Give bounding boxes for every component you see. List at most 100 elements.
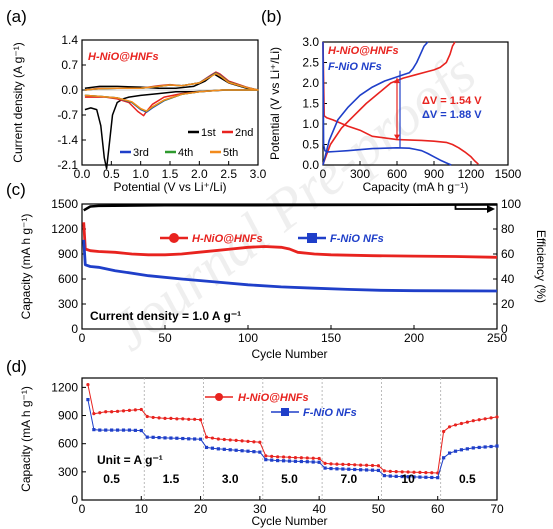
data-point-F-NiO-NFs [246, 449, 250, 453]
data-point-H-NiO@HNFs [193, 417, 197, 421]
y-axis-label-right-c: Efficiency (%) [534, 230, 548, 303]
y-tick-label-c: 1500 [51, 197, 78, 211]
x-axis-label-b: Capacity (mA h g⁻¹) [363, 180, 469, 194]
x-tick-label-c: 100 [238, 331, 258, 345]
legend-marker-F-NiO-NFs-d [281, 408, 289, 416]
y-tick-label-c: 600 [58, 272, 78, 286]
x-tick-label-d: 70 [490, 502, 504, 516]
annotation-b-h-nio: H-NiO@HNFs [328, 45, 399, 57]
annotation-a: H-NiO@HNFs [88, 51, 159, 63]
data-point-H-NiO@HNFs [115, 409, 120, 413]
series-line-5th [84, 72, 259, 112]
y-tick-label-a: -0.7 [57, 108, 78, 122]
data-point-F-NiO-NFs [163, 436, 167, 440]
x-axis-label-d: Cycle Number [251, 514, 327, 528]
legend-label-2nd: 2nd [235, 127, 253, 139]
y-tick-label-a: 0.0 [61, 83, 78, 97]
data-point-F-NiO-NFs [193, 437, 197, 441]
data-point-F-NiO-NFs [104, 428, 108, 432]
data-point-H-NiO@HNFs [169, 416, 173, 420]
data-point-F-NiO-NFs [370, 468, 375, 472]
legend-label-1st: 1st [201, 127, 216, 139]
x-tick-label-a: 0.5 [103, 167, 120, 181]
data-point-H-NiO@HNFs [424, 470, 428, 475]
data-point-H-NiO@HNFs [246, 439, 250, 443]
data-point-F-NiO-NFs [240, 449, 244, 453]
data-point-F-NiO-NFs [459, 448, 464, 452]
legend-label-H-NiO@HNFs-d: H-NiO@HNFs [238, 392, 309, 404]
data-point-H-NiO@HNFs [252, 440, 256, 444]
series-line-H-NiO@HNFs-d [87, 384, 498, 474]
series-line-F-NiO-NFs-d [87, 399, 498, 479]
data-point-H-NiO@HNFs [228, 438, 232, 442]
x-tick-label-a: 1.0 [132, 167, 149, 181]
data-point-F-NiO-NFs [98, 428, 102, 432]
data-point-H-NiO@HNFs [264, 454, 268, 458]
y-tick-label-c: 0 [71, 322, 78, 336]
annotation-delta-v-blue: ΔV = 1.88 V [422, 109, 482, 121]
data-point-H-NiO@HNFs [483, 417, 487, 421]
data-point-F-NiO-NFs [323, 466, 327, 470]
data-point-F-NiO-NFs [430, 475, 434, 480]
y-tick-label-d: 600 [58, 437, 78, 451]
data-point-F-NiO-NFs [187, 437, 191, 441]
y-tick-label-right-c: 0 [501, 322, 508, 336]
data-point-H-NiO@HNFs [198, 418, 203, 422]
data-point-F-NiO-NFs [353, 467, 357, 472]
data-point-F-NiO-NFs [157, 435, 161, 440]
data-point-H-NiO@HNFs [489, 416, 493, 420]
y-tick-label-right-c: 100 [501, 197, 521, 211]
y-axis-label-c: Capacity (mA h g⁻¹) [19, 214, 33, 320]
data-point-F-NiO-NFs [222, 447, 226, 451]
data-point-H-NiO@HNFs [151, 415, 155, 420]
y-tick-label-d: 900 [58, 409, 78, 423]
data-point-F-NiO-NFs [86, 397, 90, 402]
data-point-H-NiO@HNFs [353, 463, 357, 467]
y-tick-label-b: 1.5 [302, 97, 319, 111]
rate-label: 0.5 [103, 472, 120, 486]
data-point-H-NiO@HNFs [394, 470, 398, 474]
data-point-F-NiO-NFs [127, 428, 132, 432]
data-point-H-NiO@HNFs [382, 469, 386, 473]
data-point-F-NiO-NFs [489, 444, 493, 449]
x-tick-label-b: 300 [350, 167, 370, 181]
data-point-F-NiO-NFs [270, 458, 274, 462]
data-point-H-NiO@HNFs [299, 456, 303, 460]
data-point-F-NiO-NFs [110, 428, 114, 432]
data-point-H-NiO@HNFs [453, 423, 458, 427]
data-point-H-NiO@HNFs [364, 463, 369, 467]
data-point-F-NiO-NFs [145, 435, 149, 439]
series-line-H-NiO@HNFs-discharge [322, 41, 479, 165]
series-line-H-NiO@HNFs-charge [322, 41, 456, 165]
legend-marker-F-NiO-NFs-c [307, 233, 317, 243]
data-point-H-NiO@HNFs [139, 407, 143, 412]
y-tick-label-right-c: 60 [501, 247, 515, 261]
data-point-H-NiO@HNFs [459, 421, 464, 426]
data-point-F-NiO-NFs [92, 428, 96, 432]
y-tick-label-c: 300 [58, 297, 78, 311]
x-tick-label-b: 900 [424, 167, 444, 181]
data-point-H-NiO@HNFs [187, 417, 191, 421]
data-point-H-NiO@HNFs [240, 439, 244, 443]
data-point-F-NiO-NFs [115, 428, 120, 432]
y-tick-label-b: 0.5 [302, 138, 319, 152]
data-point-F-NiO-NFs [436, 476, 440, 480]
x-tick-label-a: 2.5 [220, 167, 237, 181]
y-tick-label-a: 1.4 [61, 33, 78, 47]
data-point-F-NiO-NFs [210, 446, 215, 450]
data-point-F-NiO-NFs [424, 475, 428, 479]
y-tick-label-b: 1.0 [302, 117, 319, 131]
rate-label: 3.0 [222, 472, 239, 486]
data-point-H-NiO@HNFs [323, 461, 327, 465]
panel-label-b: (b) [261, 7, 282, 26]
annotation-b-f-nio: F-NiO NFs [328, 61, 382, 73]
legend-label-5th: 5th [223, 147, 238, 159]
data-point-F-NiO-NFs [495, 444, 499, 448]
data-point-F-NiO-NFs [388, 474, 392, 478]
data-point-H-NiO@HNFs [335, 462, 339, 466]
x-axis-label-c: Cycle Number [251, 347, 327, 361]
x-tick-label-b: 1200 [458, 167, 485, 181]
data-point-F-NiO-NFs [258, 450, 262, 454]
data-point-H-NiO@HNFs [127, 408, 132, 412]
